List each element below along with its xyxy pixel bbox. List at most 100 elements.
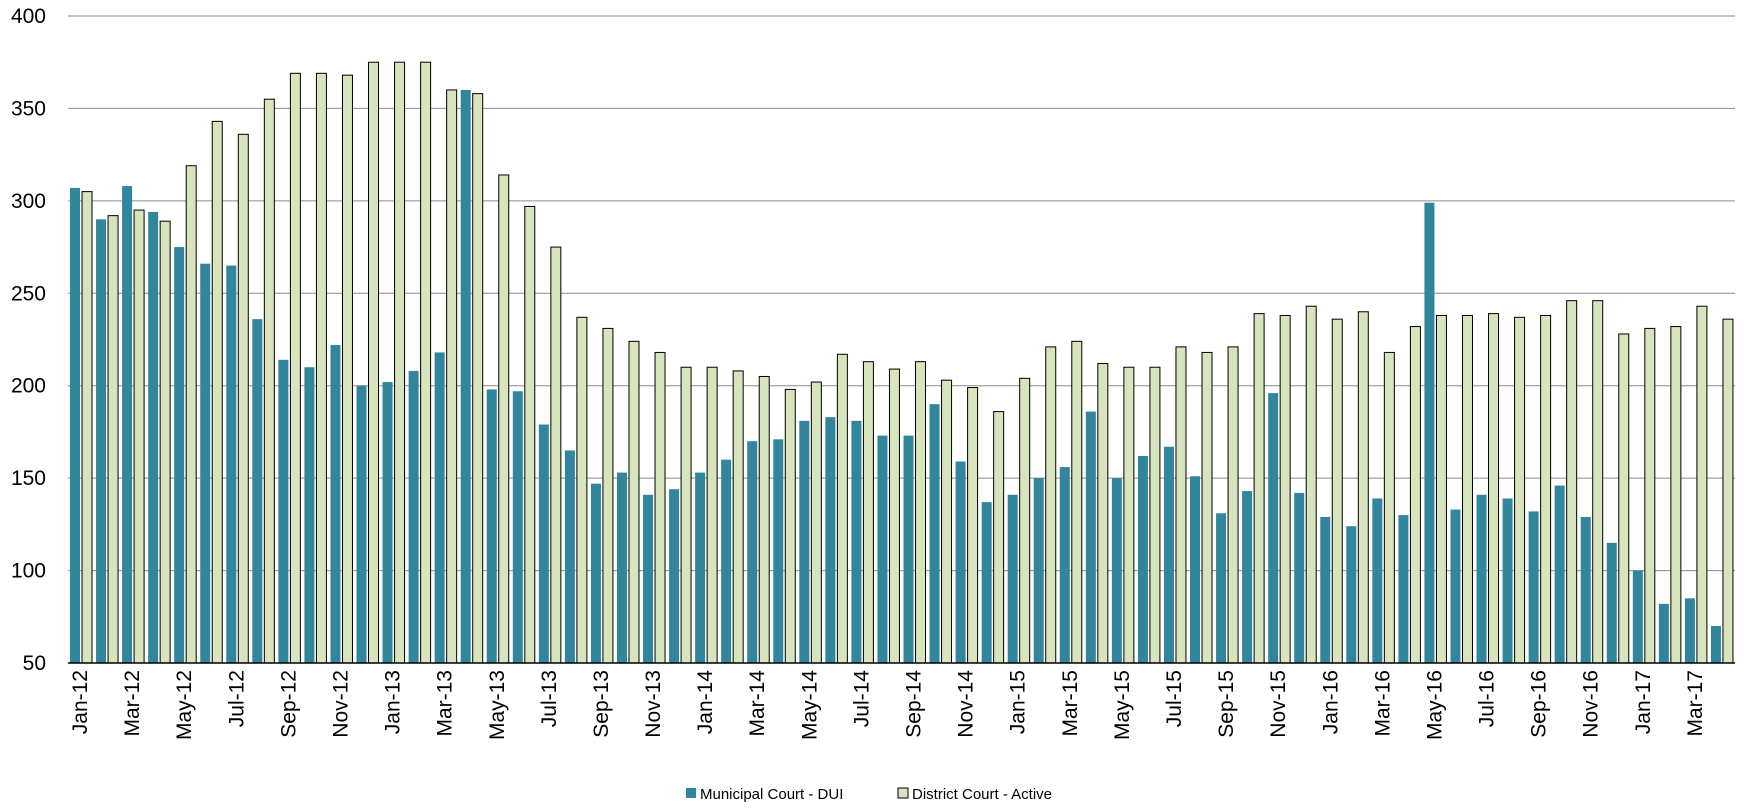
bar-municipal-dui bbox=[1372, 498, 1383, 663]
bar-district-active bbox=[784, 388, 796, 664]
bar-district-active bbox=[1670, 326, 1682, 664]
bar-municipal-dui bbox=[1111, 478, 1122, 663]
bar-district-active bbox=[394, 61, 406, 664]
bar-district-active bbox=[107, 215, 119, 664]
bar-district-active bbox=[1722, 318, 1734, 664]
bar-district-active bbox=[133, 209, 145, 664]
x-tick-label: Sep-15 bbox=[1215, 670, 1238, 738]
x-tick-label: Nov-13 bbox=[642, 670, 665, 738]
bar-municipal-dui bbox=[616, 472, 627, 663]
bar-district-active bbox=[550, 246, 562, 664]
y-tick-label: 50 bbox=[23, 652, 46, 675]
bar-district-active bbox=[1071, 340, 1083, 664]
x-tick-label: Jul-15 bbox=[1163, 670, 1186, 727]
y-tick-label: 150 bbox=[11, 467, 46, 490]
bar-district-active bbox=[1540, 314, 1552, 664]
bar-municipal-dui bbox=[590, 483, 601, 663]
x-tick-label: Nov-15 bbox=[1267, 670, 1290, 738]
x-tick-label: Mar-12 bbox=[121, 670, 144, 737]
bars bbox=[70, 61, 1734, 664]
bar-municipal-dui bbox=[1242, 491, 1253, 663]
bar-district-active bbox=[1566, 300, 1578, 664]
x-tick-label: Jul-12 bbox=[225, 670, 248, 727]
bar-district-active bbox=[732, 370, 744, 664]
x-tick-label: Jan-16 bbox=[1319, 670, 1342, 734]
bar-municipal-dui bbox=[773, 439, 784, 663]
bar-district-active bbox=[1149, 366, 1161, 664]
bar-municipal-dui bbox=[460, 89, 471, 663]
x-tick-label: Jan-17 bbox=[1632, 670, 1655, 734]
bar-district-active bbox=[289, 72, 301, 664]
bar-district-active bbox=[1461, 314, 1473, 664]
bar-municipal-dui bbox=[903, 435, 914, 663]
bar-district-active bbox=[159, 220, 171, 664]
bar-district-active bbox=[315, 72, 327, 664]
bar-municipal-dui bbox=[695, 472, 706, 663]
bar-district-active bbox=[1409, 326, 1421, 664]
bar-municipal-dui bbox=[70, 187, 80, 663]
bar-municipal-dui bbox=[1554, 485, 1565, 663]
x-tick-label: May-16 bbox=[1423, 670, 1446, 740]
x-tick-label: Mar-17 bbox=[1684, 670, 1707, 737]
bar-municipal-dui bbox=[825, 417, 836, 663]
x-tick-label: Jan-13 bbox=[382, 670, 405, 734]
bar-municipal-dui bbox=[1320, 516, 1331, 663]
bar-district-active bbox=[420, 61, 432, 664]
bar-municipal-dui bbox=[1007, 494, 1018, 663]
x-tick-label: May-12 bbox=[173, 670, 196, 740]
bar-municipal-dui bbox=[1294, 492, 1305, 663]
bar-district-active bbox=[1357, 311, 1369, 664]
bar-district-active bbox=[263, 98, 275, 664]
x-tick-label: May-15 bbox=[1111, 670, 1134, 740]
bar-district-active bbox=[1514, 316, 1526, 664]
bar-municipal-dui bbox=[721, 459, 732, 663]
x-tick-label: Jan-12 bbox=[69, 670, 92, 734]
legend-swatch-district-active bbox=[897, 787, 909, 799]
bar-district-active bbox=[1045, 346, 1057, 664]
bar-municipal-dui bbox=[1450, 509, 1461, 663]
bar-district-active bbox=[1644, 327, 1656, 664]
bar-district-active bbox=[81, 191, 93, 664]
bar-municipal-dui bbox=[382, 382, 393, 663]
bar-municipal-dui bbox=[851, 420, 862, 663]
bar-district-active bbox=[185, 165, 197, 664]
bar-municipal-dui bbox=[1502, 498, 1513, 663]
bar-district-active bbox=[993, 411, 1005, 664]
bar-municipal-dui bbox=[408, 370, 419, 663]
bar-district-active bbox=[1201, 351, 1213, 664]
x-tick-label: Jan-15 bbox=[1007, 670, 1030, 734]
legend: Municipal Court - DUI District Court - Ac… bbox=[686, 786, 1052, 803]
bar-district-active bbox=[862, 361, 874, 664]
x-tick-label: Jul-13 bbox=[538, 670, 561, 727]
bar-district-active bbox=[1175, 346, 1187, 664]
bar-district-active bbox=[628, 340, 640, 664]
bar-municipal-dui bbox=[1216, 513, 1227, 663]
legend-swatch-municipal-dui bbox=[686, 788, 696, 798]
y-tick-label: 300 bbox=[11, 190, 46, 213]
bar-district-active bbox=[237, 133, 249, 664]
bar-municipal-dui bbox=[1346, 526, 1357, 663]
bar-municipal-dui bbox=[538, 424, 549, 663]
bar-municipal-dui bbox=[1137, 455, 1148, 663]
y-tick-label: 350 bbox=[11, 97, 46, 120]
bar-district-active bbox=[1331, 318, 1343, 664]
x-tick-label: Jul-16 bbox=[1476, 670, 1499, 727]
x-tick-label: Sep-14 bbox=[903, 670, 926, 738]
bar-municipal-dui bbox=[434, 352, 445, 663]
bar-municipal-dui bbox=[1424, 202, 1435, 663]
bar-municipal-dui bbox=[96, 219, 107, 664]
bar-municipal-dui bbox=[1606, 542, 1617, 663]
bar-district-active bbox=[498, 174, 510, 664]
bar-district-active bbox=[576, 316, 588, 664]
bar-district-active bbox=[1305, 305, 1317, 664]
bar-district-active bbox=[1019, 377, 1031, 664]
bar-municipal-dui bbox=[174, 247, 185, 664]
bar-district-active bbox=[1592, 300, 1604, 664]
bar-district-active bbox=[1435, 314, 1447, 664]
x-tick-label: May-13 bbox=[486, 670, 509, 740]
bar-municipal-dui bbox=[1710, 626, 1721, 663]
bar-municipal-dui bbox=[1632, 570, 1643, 663]
bar-district-active bbox=[680, 366, 692, 664]
legend-label-district-active: District Court - Active bbox=[912, 786, 1052, 803]
